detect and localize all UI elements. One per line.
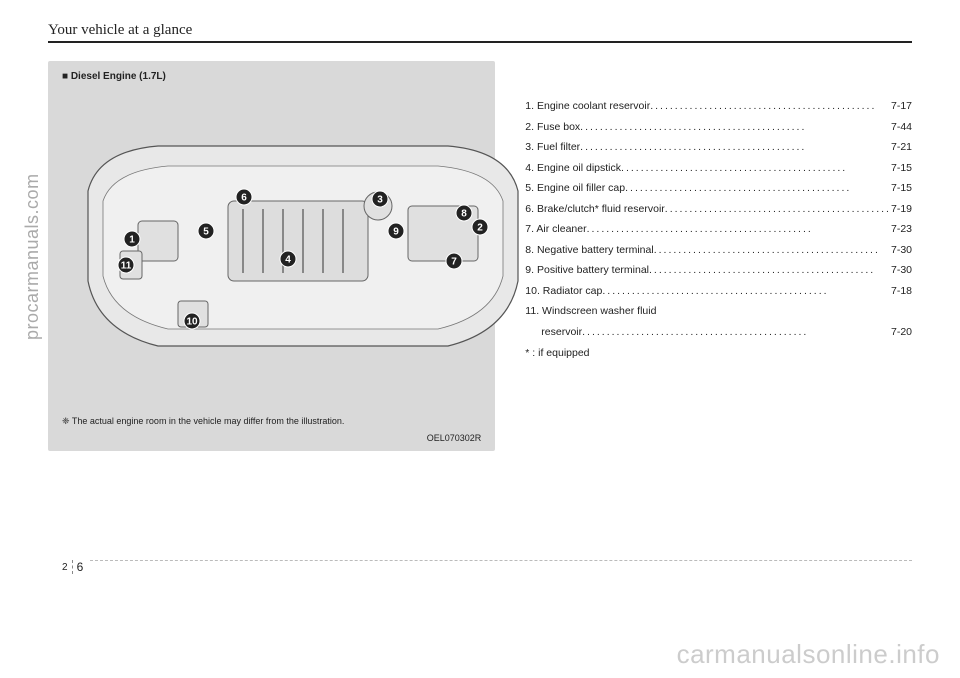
svg-text:9: 9 (393, 227, 399, 238)
list-item-dots: ........................................… (654, 245, 891, 256)
page-title: Your vehicle at a glance (48, 22, 912, 39)
list-item-label: reservoir (541, 327, 582, 338)
list-item-page: 7-30 (891, 245, 912, 256)
list-item: 3. Fuel filter .........................… (525, 142, 912, 153)
list-item-label: 8. Negative battery terminal (525, 245, 653, 256)
list-item-page: 7-15 (891, 183, 912, 194)
list-item-label: 9. Positive battery terminal (525, 265, 649, 276)
list-item-dots: ........................................… (587, 224, 891, 235)
list-item-page: 7-21 (891, 142, 912, 153)
list-item: 5. Engine oil filler cap ...............… (525, 183, 912, 194)
list-item-page: 7-17 (891, 101, 912, 112)
list-item: reservoir ..............................… (541, 327, 912, 338)
list-item-dots: ........................................… (650, 101, 891, 112)
list-item-label: 5. Engine oil filler cap (525, 183, 625, 194)
header-rule: Your vehicle at a glance (48, 22, 912, 43)
figure-caption: ❈ The actual engine room in the vehicle … (62, 416, 344, 427)
list-item-dots: ........................................… (580, 122, 891, 133)
list-item-page: 7-19 (891, 204, 912, 215)
callout-1: 1 (124, 231, 140, 247)
list-item: 7. Air cleaner .........................… (525, 224, 912, 235)
svg-text:5: 5 (203, 227, 209, 238)
list-item-label: 1. Engine coolant reservoir (525, 101, 650, 112)
list-item-label: 10. Radiator cap (525, 286, 602, 297)
callout-3: 3 (372, 191, 388, 207)
list-item-dots: ........................................… (580, 142, 891, 153)
list-item: 10. Radiator cap .......................… (525, 286, 912, 297)
svg-text:10: 10 (186, 317, 198, 328)
callout-7: 7 (446, 253, 462, 269)
list-item: 2. Fuse box ............................… (525, 122, 912, 133)
parts-list: 1. Engine coolant reservoir ............… (495, 61, 912, 451)
list-item-label: 6. Brake/clutch* fluid reservoir (525, 204, 664, 215)
list-item-page: 7-18 (891, 286, 912, 297)
callout-11: 11 (118, 257, 134, 273)
list-item-label: 3. Fuel filter (525, 142, 580, 153)
list-item-page: 7-44 (891, 122, 912, 133)
svg-text:1: 1 (129, 235, 135, 246)
callout-8: 8 (456, 205, 472, 221)
list-item: 9. Positive battery terminal ...........… (525, 265, 912, 276)
svg-text:7: 7 (451, 257, 457, 268)
list-footnote: * : if equipped (525, 347, 912, 359)
svg-text:4: 4 (285, 255, 291, 266)
callout-10: 10 (184, 313, 200, 329)
list-item-dots: ........................................… (625, 183, 891, 194)
engine-illustration: 1 2 3 4 5 6 7 8 9 10 11 (78, 131, 528, 371)
list-item: 6. Brake/clutch* fluid reservoir .......… (525, 204, 912, 215)
list-item-page: 7-15 (891, 163, 912, 174)
list-item-page: 7-23 (891, 224, 912, 235)
svg-text:2: 2 (477, 223, 483, 234)
page-number-rule (90, 560, 912, 561)
list-item-page: 7-30 (891, 265, 912, 276)
callout-9: 9 (388, 223, 404, 239)
page-number: 2 6 (62, 560, 83, 574)
callout-4: 4 (280, 251, 296, 267)
svg-text:8: 8 (461, 209, 467, 220)
section-number: 2 (62, 562, 68, 574)
list-item-dots: ........................................… (582, 327, 891, 338)
list-item-page: 7-20 (891, 327, 912, 338)
list-item-label: 4. Engine oil dipstick (525, 163, 621, 174)
list-item-label: 7. Air cleaner (525, 224, 586, 235)
list-item-dots: ........................................… (602, 286, 891, 297)
callout-5: 5 (198, 223, 214, 239)
list-item-label: 2. Fuse box (525, 122, 580, 133)
list-item: 1. Engine coolant reservoir ............… (525, 101, 912, 112)
svg-text:11: 11 (121, 261, 132, 272)
svg-text:6: 6 (241, 193, 247, 204)
svg-text:3: 3 (377, 195, 383, 206)
list-item: 4. Engine oil dipstick .................… (525, 163, 912, 174)
engine-label: ■ Diesel Engine (1.7L) (62, 71, 481, 82)
list-item-label: 11. Windscreen washer fluid (525, 306, 656, 317)
content-row: ■ Diesel Engine (1.7L) (48, 61, 912, 451)
list-item-dots: ........................................… (649, 265, 891, 276)
callout-2: 2 (472, 219, 488, 235)
bottom-watermark: carmanualsonline.info (677, 639, 940, 670)
list-item-dots: ........................................… (665, 204, 891, 215)
list-item: 8. Negative battery terminal ...........… (525, 245, 912, 256)
list-item: 11. Windscreen washer fluid (525, 306, 912, 317)
list-item-dots: ........................................… (621, 163, 891, 174)
page-number-value: 6 (72, 560, 84, 574)
engine-figure: ■ Diesel Engine (1.7L) (48, 61, 495, 451)
callout-6: 6 (236, 189, 252, 205)
figure-code: OEL070302R (427, 433, 482, 443)
page-frame: Your vehicle at a glance ■ Diesel Engine… (48, 22, 912, 602)
side-watermark: procarmanuals.com (22, 173, 43, 340)
